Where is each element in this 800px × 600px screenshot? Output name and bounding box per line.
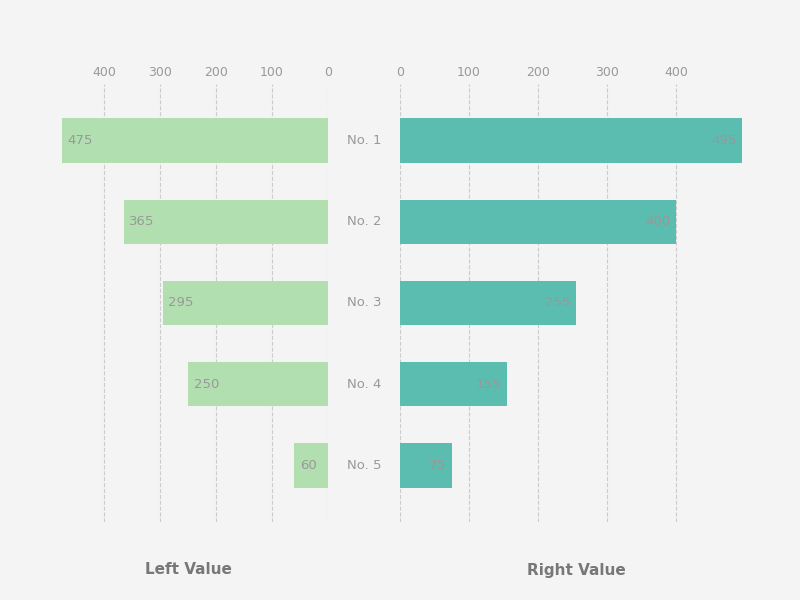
Bar <box>188 362 328 406</box>
Text: 75: 75 <box>430 459 446 472</box>
Text: 250: 250 <box>194 377 219 391</box>
Bar <box>123 200 328 244</box>
Text: No. 5: No. 5 <box>346 459 382 472</box>
Bar <box>294 443 328 488</box>
Bar <box>163 281 328 325</box>
Text: Left Value: Left Value <box>145 563 231 577</box>
Text: 295: 295 <box>168 296 194 310</box>
Bar <box>400 281 576 325</box>
Text: 495: 495 <box>711 134 736 147</box>
Bar <box>400 118 742 163</box>
Text: No. 3: No. 3 <box>346 296 382 310</box>
Text: 365: 365 <box>129 215 154 229</box>
Bar <box>400 362 507 406</box>
Text: Right Value: Right Value <box>526 563 626 577</box>
Text: 255: 255 <box>545 296 570 310</box>
Text: No. 2: No. 2 <box>346 215 382 229</box>
Bar <box>62 118 328 163</box>
Bar <box>400 200 676 244</box>
Bar <box>400 443 452 488</box>
Text: No. 4: No. 4 <box>347 377 381 391</box>
Text: No. 1: No. 1 <box>346 134 382 147</box>
Text: 400: 400 <box>646 215 670 229</box>
Text: 155: 155 <box>476 377 502 391</box>
Text: 475: 475 <box>67 134 93 147</box>
Text: 60: 60 <box>300 459 317 472</box>
